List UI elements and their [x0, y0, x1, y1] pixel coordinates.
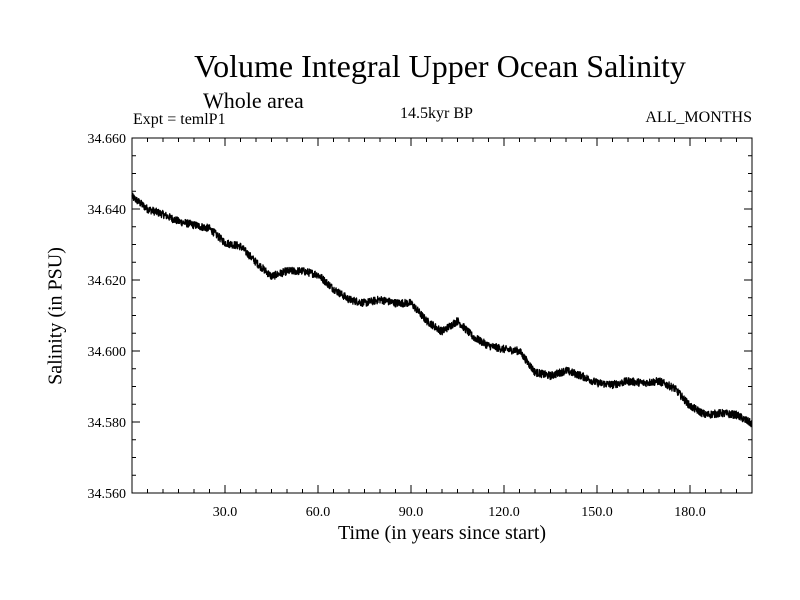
- y-tick-label: 34.600: [88, 345, 127, 360]
- x-tick-label: 60.0: [306, 505, 331, 520]
- y-tick-label: 34.560: [88, 487, 127, 502]
- experiment-label: Expt = temlP1: [133, 111, 226, 128]
- chart-subtitle: Whole area: [203, 88, 304, 113]
- plot-frame: [131, 137, 753, 494]
- axis-ticks: 34.560 34.580 34.600 34.620 34.640 34.660 30.0…: [88, 132, 752, 520]
- y-tick-label: 34.580: [88, 416, 127, 431]
- months-label: ALL_MONTHS: [645, 109, 752, 126]
- x-tick-label: 180.0: [674, 505, 706, 520]
- x-tick-label: 150.0: [581, 505, 613, 520]
- series-layer: [131, 192, 753, 428]
- y-tick-label: 34.620: [88, 274, 127, 289]
- period-label: 14.5kyr BP: [400, 105, 473, 122]
- x-axis-label: Time (in years since start): [337, 522, 547, 544]
- chart-title: Volume Integral Upper Ocean Salinity: [194, 48, 686, 84]
- y-tick-label: 34.640: [88, 203, 127, 218]
- x-tick-label: 120.0: [488, 505, 520, 520]
- x-tick-label: 30.0: [213, 505, 238, 520]
- x-tick-label: 90.0: [399, 505, 424, 520]
- y-tick-label: 34.660: [88, 132, 127, 147]
- series-line-salinity: [131, 192, 753, 428]
